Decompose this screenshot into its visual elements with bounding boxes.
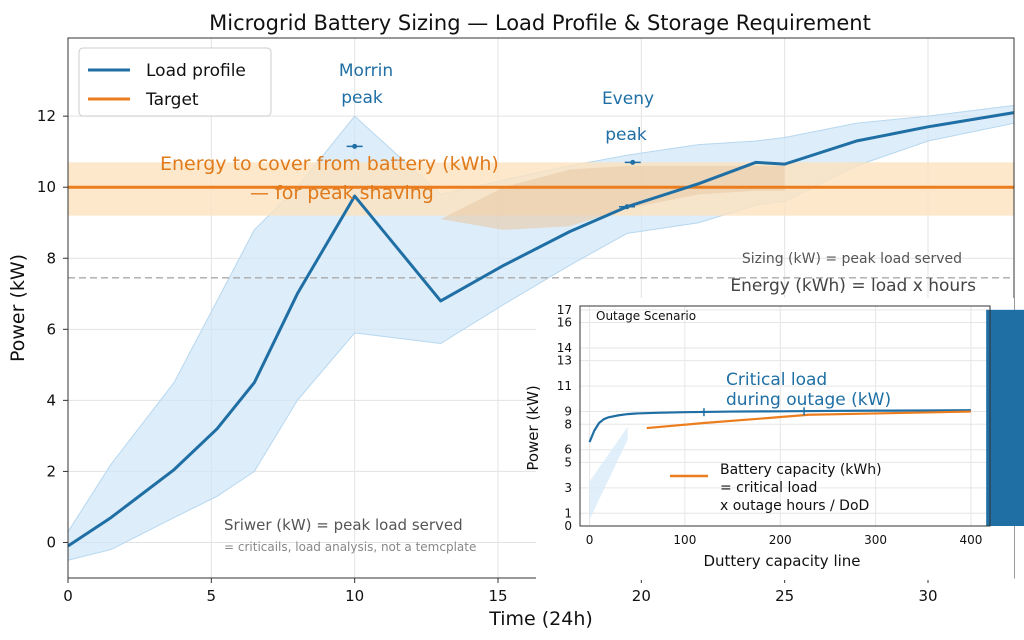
main-y-tick-label: 10	[37, 178, 56, 196]
main-y-axis-label: Power (kW)	[7, 254, 29, 362]
inset-y-tick-label: 0	[564, 519, 572, 533]
peak-marker	[346, 143, 363, 149]
inset-x-tick-label: 0	[586, 533, 594, 547]
legend-label-target: Target	[145, 90, 199, 110]
energy-label-1: Energy to cover from battery (kWh)	[160, 153, 499, 175]
main-x-ticks: 0 5 10 15 20 25 30	[63, 578, 938, 605]
critical-load-line	[588, 409, 971, 443]
inset-x-tick-label: 100	[673, 533, 696, 547]
main-x-tick-label: 5	[207, 587, 217, 605]
inset-x-axis-label: Duttery capacity line	[703, 552, 860, 570]
inset-y-tick-label: 6	[564, 443, 572, 457]
inset-series	[588, 309, 1024, 526]
inset-y-tick-label: 1	[564, 506, 572, 520]
morning-peak-label-2: peak	[341, 88, 383, 108]
main-x-tick-label: 15	[488, 587, 507, 605]
inset-y-tick-label: 14	[557, 341, 572, 355]
inset-y-tick-label: 11	[557, 379, 572, 393]
inset-y-tick-label: 8	[564, 417, 572, 431]
criticals-note: = criticails, load analysis, not a temcp…	[224, 540, 476, 554]
inset-y-axis-label: Power (kW)	[524, 385, 542, 470]
sizing-note: Sizing (kW) = peak load served	[742, 251, 962, 267]
battery-capacity-label-1: Battery capacity (kWh)	[720, 462, 882, 478]
evening-peak-label-2: peak	[605, 125, 647, 145]
inset-y-tick-label: 3	[564, 481, 572, 495]
inset-light-band	[589, 426, 628, 520]
inset-y-tick-label: 17	[557, 303, 572, 317]
inset-y-tick-label: 16	[557, 316, 572, 330]
main-y-tick-label: 12	[37, 107, 56, 125]
inset-y-tick-label: 9	[564, 405, 572, 419]
battery-capacity-line	[646, 410, 971, 430]
main-y-ticks: 0 2 4 6 8 10 12	[37, 107, 68, 551]
inset-capacity-bar	[986, 309, 1024, 526]
legend: Load profile Target	[78, 47, 272, 117]
inset-x-ticks: 0 100 200 300 400	[586, 533, 983, 547]
load-profile-line	[67, 111, 1015, 548]
energy-shaded-region	[440, 165, 785, 230]
inset-y-tick-label: 13	[557, 354, 572, 368]
energy-label-2: — for peak shaving	[250, 182, 434, 204]
main-x-axis-label: Time (24h)	[488, 608, 593, 630]
main-bands	[67, 104, 1015, 561]
battery-capacity-label-2: = critical load	[720, 480, 817, 496]
inset-x-tick-label: 300	[864, 533, 887, 547]
inset-y-tick-label: 5	[564, 455, 572, 469]
main-x-tick-label: 10	[345, 587, 364, 605]
main-y-tick-label: 6	[46, 320, 56, 338]
battery-capacity-label-3: x outage hours / DoD	[720, 498, 869, 514]
inset-x-tick-label: 400	[959, 533, 982, 547]
evening-peak-label-1: Eveny	[602, 89, 654, 109]
chart-title: Microgrid Battery Sizing — Load Profile …	[209, 11, 871, 35]
main-x-tick-label: 0	[63, 587, 73, 605]
main-y-tick-label: 8	[46, 249, 56, 267]
critical-load-label-2: during outage (kW)	[726, 390, 891, 410]
main-x-tick-label: 30	[918, 587, 937, 605]
sriwer-note: Sriwer (kW) = peak load served	[224, 516, 463, 534]
main-y-tick-label: 2	[46, 462, 56, 480]
legend-label-load: Load profile	[146, 61, 246, 81]
inset-title: Outage Scenario	[596, 309, 696, 323]
inset-background	[536, 298, 1014, 580]
energy-note: Energy (kWh) = load x hours	[730, 276, 976, 296]
main-y-tick-label: 4	[46, 391, 56, 409]
peak-marker	[619, 204, 635, 210]
peak-marker	[624, 159, 641, 165]
main-x-tick-label: 25	[775, 587, 794, 605]
main-x-tick-label: 20	[632, 587, 651, 605]
main-series	[67, 111, 1015, 548]
critical-load-label-1: Critical load	[726, 370, 827, 390]
main-y-tick-label: 0	[46, 533, 56, 551]
inset-x-tick-label: 200	[769, 533, 792, 547]
inset-plot-frame	[579, 305, 991, 527]
morning-peak-label-1: Morrin	[339, 61, 393, 81]
